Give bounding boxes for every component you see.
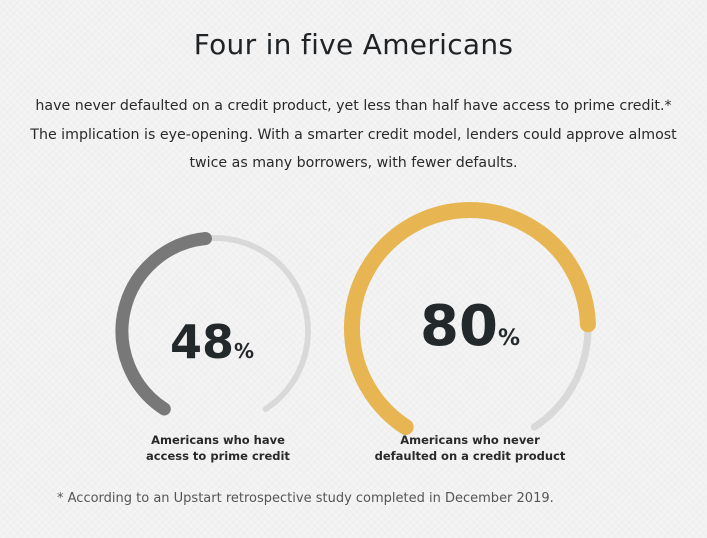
gauge-value: 80	[420, 294, 498, 359]
gauge-unit: %	[498, 326, 520, 351]
gauge-caption: Americans who have access to prime credi…	[118, 432, 318, 464]
intro-paragraph: have never defaulted on a credit product…	[30, 98, 677, 171]
gauge-unit: %	[234, 339, 254, 363]
caption-line: access to prime credit	[146, 449, 290, 463]
page-title: Four in five Americans	[193, 28, 514, 61]
gauge-value: 48	[170, 315, 234, 369]
gauge-fill	[343, 202, 596, 435]
gauge-prime-credit: 48%	[115, 232, 311, 416]
gauge-caption: Americans who never defaulted on a credi…	[350, 432, 590, 464]
footnote: * According to an Upstart retrospective …	[57, 491, 554, 506]
gauge-never-defaulted: 80%	[343, 202, 596, 435]
caption-line: Americans who never	[400, 433, 540, 447]
gauge-fill	[115, 232, 212, 416]
caption-line: Americans who have	[151, 433, 285, 447]
caption-line: defaulted on a credit product	[374, 449, 566, 463]
gauge-value-text: 48%	[170, 315, 254, 369]
gauge-value-text: 80%	[420, 294, 520, 359]
